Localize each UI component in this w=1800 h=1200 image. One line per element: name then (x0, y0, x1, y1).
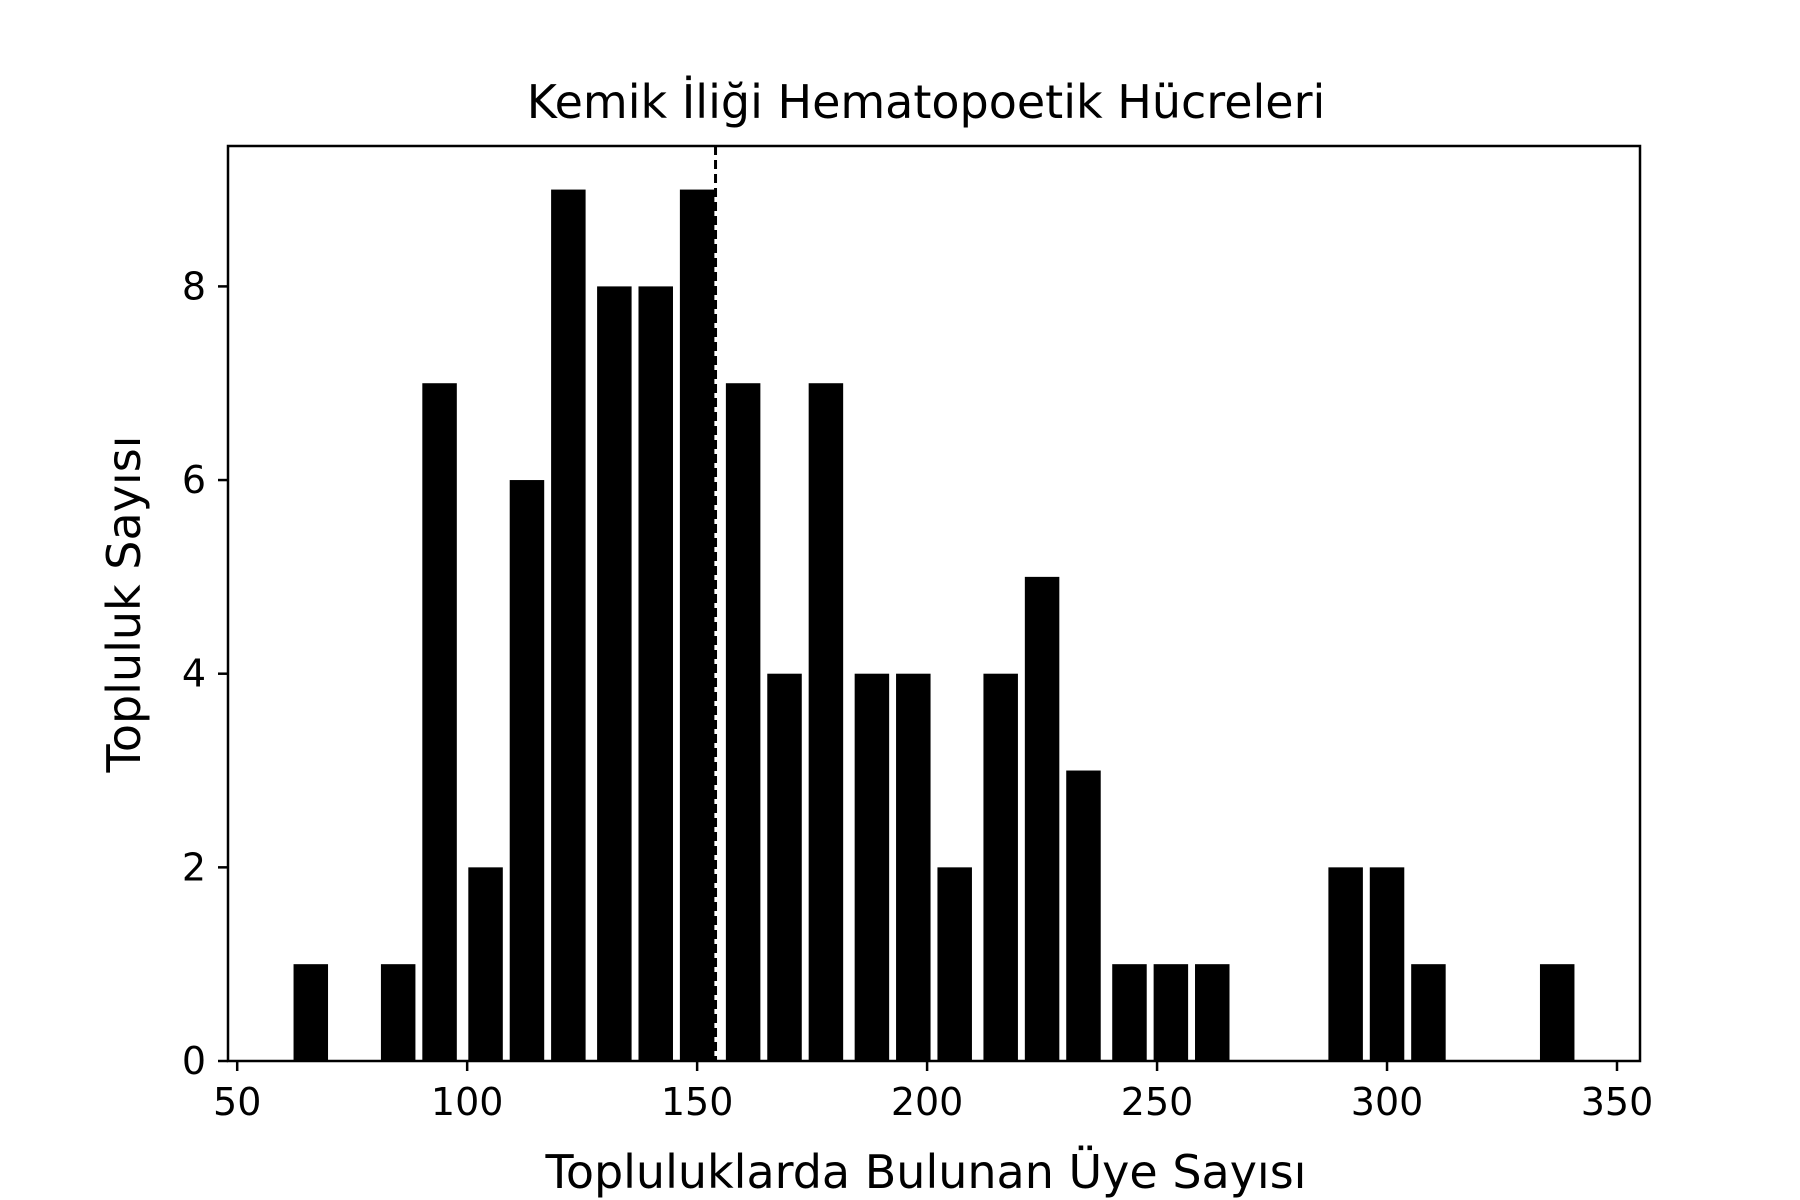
bar-5 (509, 480, 545, 1061)
chart-title: Kemik İliği Hematopoetik Hücreleri (527, 75, 1326, 129)
x-tick-label: 250 (1121, 1080, 1194, 1124)
bar-22 (1328, 867, 1363, 1061)
bar-18 (1066, 770, 1101, 1061)
bar-25 (1539, 964, 1575, 1061)
y-tick-label: 6 (182, 458, 206, 502)
bar-16 (983, 673, 1018, 1061)
x-tick-label: 200 (891, 1080, 964, 1124)
y-tick-label: 2 (182, 845, 206, 889)
x-axis-ticks: 50 100 150 200 250 300 350 (213, 1061, 1653, 1124)
plot-frame (226, 144, 1642, 1063)
bar-19 (1112, 964, 1147, 1061)
bars-group (293, 189, 1575, 1062)
bar-10 (725, 383, 761, 1061)
bar-11 (767, 673, 802, 1061)
bar-13 (854, 673, 890, 1061)
x-axis-label: Topluluklarda Bulunan Üye Sayısı (545, 1145, 1307, 1199)
y-axis-label: Topluluk Sayısı (97, 436, 151, 774)
bar-8 (638, 286, 673, 1061)
bar-17 (1024, 576, 1060, 1061)
bar-7 (597, 286, 632, 1061)
x-tick-label: 150 (661, 1080, 734, 1124)
x-tick-label: 50 (213, 1080, 261, 1124)
y-axis-ticks: 0 2 4 6 8 (182, 264, 228, 1083)
y-tick-label: 4 (182, 652, 206, 696)
bar-2 (380, 964, 416, 1061)
bar-23 (1369, 867, 1405, 1061)
bar-24 (1411, 964, 1446, 1061)
x-tick-label: 350 (1581, 1080, 1654, 1124)
bar-4 (468, 867, 503, 1061)
x-tick-label: 300 (1351, 1080, 1424, 1124)
bar-12 (808, 383, 844, 1061)
bar-15 (937, 867, 972, 1061)
bar-20 (1153, 964, 1189, 1061)
bar-6 (551, 189, 586, 1062)
x-tick-label: 100 (431, 1080, 504, 1124)
bar-14 (896, 673, 931, 1061)
y-tick-label: 0 (182, 1039, 206, 1083)
bar-1 (293, 964, 329, 1061)
bar-21 (1195, 964, 1230, 1061)
y-tick-label: 8 (182, 264, 206, 308)
bar-9 (679, 189, 715, 1062)
bar-3 (422, 383, 457, 1061)
